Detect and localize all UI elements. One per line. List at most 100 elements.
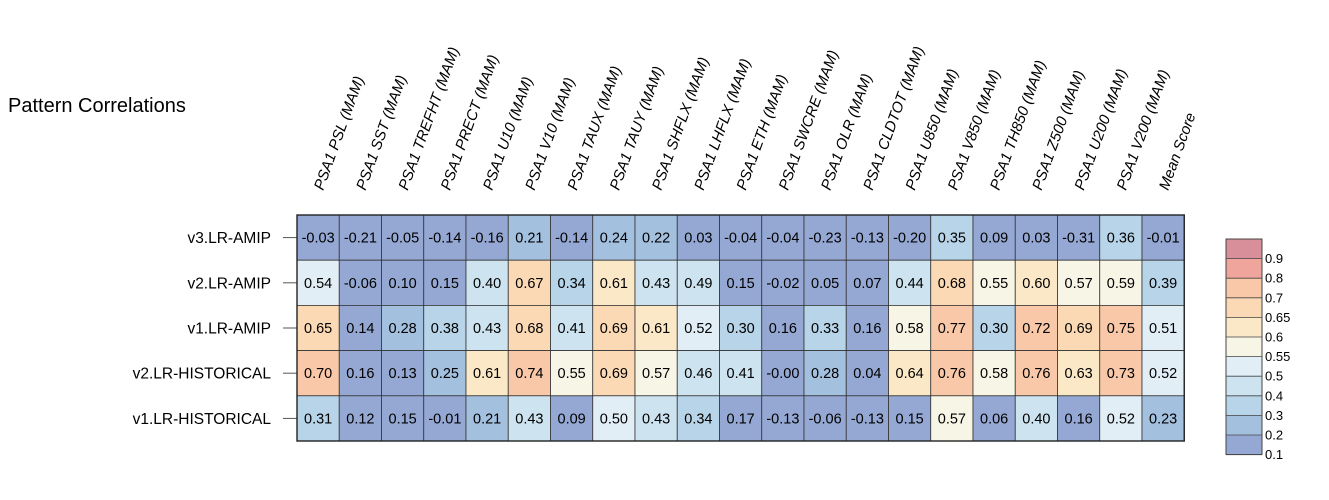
heatmap-cell [423, 395, 467, 442]
cell-value: 0.52 [1149, 366, 1177, 382]
cell-value: 0.30 [980, 321, 1008, 337]
heatmap-cell [719, 395, 763, 442]
heatmap-cell [719, 259, 763, 306]
heatmap-cells: -0.03 -0.21 -0.05 -0.14 -0.16 0.21 -0.14 0.24 0.… [296, 214, 1185, 442]
heatmap-cell [972, 350, 1016, 397]
heatmap-cell [1057, 259, 1101, 306]
heatmap-cell [803, 214, 847, 261]
cell-value: 0.13 [389, 366, 417, 382]
heatmap-cell [972, 395, 1016, 442]
heatmap-cell [507, 350, 551, 397]
cell-value: 0.40 [1022, 411, 1050, 427]
cell-value: 0.57 [1065, 276, 1093, 292]
legend-label: 0.6 [1265, 330, 1283, 345]
heatmap-cell [381, 395, 425, 442]
cell-value: 0.16 [346, 366, 374, 382]
heatmap-cell [1141, 214, 1185, 261]
heatmap-cell [1099, 304, 1143, 351]
cell-value: 0.50 [600, 411, 628, 427]
heatmap-cell [676, 304, 720, 351]
cell-value: -0.05 [386, 231, 419, 247]
legend-label: 0.4 [1265, 388, 1283, 403]
legend-swatch [1226, 278, 1262, 298]
legend-label: 0.7 [1265, 290, 1283, 305]
heatmap-cell [423, 350, 467, 397]
cell-value: 0.68 [938, 276, 966, 292]
legend-label: 0.9 [1265, 251, 1283, 266]
cell-value: 0.73 [1107, 366, 1135, 382]
heatmap-cell [465, 350, 509, 397]
heatmap-cell [1141, 304, 1185, 351]
cell-value: 0.16 [769, 321, 797, 337]
heatmap-cell [296, 395, 340, 442]
cell-value: -0.13 [766, 411, 799, 427]
heatmap-cell [803, 304, 847, 351]
heatmap-cell [845, 214, 889, 261]
cell-value: -0.00 [766, 366, 799, 382]
cell-value: 0.72 [1022, 321, 1050, 337]
row-label: v2.LR-HISTORICAL [133, 366, 272, 383]
cell-value: 0.67 [515, 276, 543, 292]
heatmap-cell [634, 395, 678, 442]
cell-value: 0.57 [938, 411, 966, 427]
cell-value: 0.75 [1107, 321, 1135, 337]
cell-value: 0.10 [389, 276, 417, 292]
heatmap-cell [930, 350, 974, 397]
cell-value: -0.31 [1062, 231, 1095, 247]
legend-swatch [1226, 415, 1262, 435]
cell-value: 0.54 [304, 276, 332, 292]
heatmap-cell [719, 350, 763, 397]
heatmap-cell [1099, 259, 1143, 306]
heatmap-cell [423, 304, 467, 351]
heatmap-cell [888, 259, 932, 306]
heatmap-cell [634, 259, 678, 306]
cell-value: 0.61 [642, 321, 670, 337]
cell-value: 0.74 [515, 366, 543, 382]
heatmap-cell [465, 395, 509, 442]
legend-label: 0.2 [1265, 428, 1283, 443]
heatmap-cell [1057, 350, 1101, 397]
heatmap-cell [803, 259, 847, 306]
cell-value: 0.31 [304, 411, 332, 427]
cell-value: -0.20 [893, 231, 926, 247]
legend-label: 0.1 [1265, 447, 1283, 462]
cell-value: 0.15 [431, 276, 459, 292]
column-label: Mean Score [1156, 111, 1200, 193]
row-label: v2.LR-AMIP [187, 275, 271, 292]
cell-value: 0.63 [1065, 366, 1093, 382]
heatmap-cell [1014, 350, 1058, 397]
cell-value: -0.21 [344, 231, 377, 247]
cell-value: 0.39 [1149, 276, 1177, 292]
cell-value: 0.61 [600, 276, 628, 292]
cell-value: 0.68 [515, 321, 543, 337]
heatmap-cell [338, 304, 382, 351]
legend-border [1225, 238, 1263, 456]
cell-value: 0.22 [642, 231, 670, 247]
heatmap-cell [1099, 350, 1143, 397]
heatmap-cell [381, 259, 425, 306]
cell-value: 0.21 [515, 231, 543, 247]
cell-value: 0.28 [811, 366, 839, 382]
heatmap-cell [592, 395, 636, 442]
cell-value: 0.17 [727, 411, 755, 427]
cell-value: 0.44 [896, 276, 924, 292]
row-labels: v3.LR-AMIP v2.LR-AMIP v1.LR-AMIP v2.LR-HIST… [133, 230, 297, 428]
cell-value: 0.16 [853, 321, 881, 337]
cell-value: -0.23 [809, 231, 842, 247]
cell-value: 0.52 [1107, 411, 1135, 427]
heatmap-cell [423, 259, 467, 306]
cell-value: 0.21 [473, 411, 501, 427]
cell-value: 0.15 [896, 411, 924, 427]
legend-label: 0.5 [1265, 369, 1283, 384]
cell-value: 0.65 [304, 321, 332, 337]
cell-value: 0.03 [684, 231, 712, 247]
heatmap-cell [803, 395, 847, 442]
heatmap-cell [381, 350, 425, 397]
cell-value: 0.55 [980, 276, 1008, 292]
cell-value: -0.16 [471, 231, 504, 247]
cell-value: 0.77 [938, 321, 966, 337]
heatmap-cell [676, 350, 720, 397]
cell-value: 0.69 [600, 366, 628, 382]
heatmap-cell [1057, 304, 1101, 351]
legend-swatch [1226, 239, 1262, 259]
